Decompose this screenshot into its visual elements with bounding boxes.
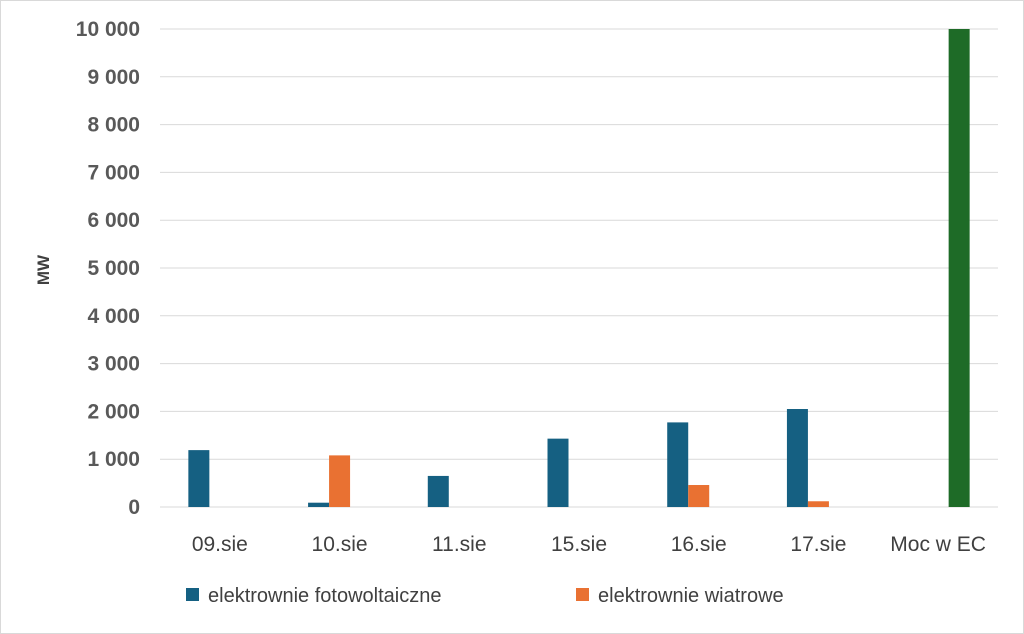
bar-2-5 xyxy=(807,501,829,507)
x-tick-label: 11.sie xyxy=(432,533,486,556)
x-tick-label: Moc w EC xyxy=(890,533,986,556)
bar-1-0 xyxy=(188,450,210,507)
legend-swatch xyxy=(186,588,199,601)
y-tick-label: 5 000 xyxy=(87,257,140,280)
bar-1-3 xyxy=(547,438,569,507)
bar-3-6 xyxy=(948,29,970,507)
legend-label: elektrownie wiatrowe xyxy=(598,585,784,607)
x-tick-label: 10.sie xyxy=(312,533,368,556)
x-tick-label: 16.sie xyxy=(671,533,727,556)
x-tick-label: 15.sie xyxy=(551,533,607,556)
y-tick-label: 6 000 xyxy=(87,209,140,232)
y-tick-label: 2 000 xyxy=(87,400,140,423)
y-axis-label: MW xyxy=(34,254,53,285)
legend-label: elektrownie fotowoltaiczne xyxy=(208,585,441,607)
y-tick-label: 4 000 xyxy=(87,305,140,328)
x-tick-label: 09.sie xyxy=(192,533,248,556)
x-tick-label: 17.sie xyxy=(790,533,846,556)
bar-1-1 xyxy=(308,502,330,507)
bar-2-1 xyxy=(329,455,351,507)
y-tick-label: 3 000 xyxy=(87,353,140,376)
y-tick-label: 10 000 xyxy=(76,18,140,41)
bar-2-4 xyxy=(688,485,710,507)
y-tick-label: 9 000 xyxy=(87,66,140,89)
y-tick-label: 8 000 xyxy=(87,114,140,137)
y-tick-label: 7 000 xyxy=(87,161,140,184)
bar-1-5 xyxy=(786,409,808,507)
bar-1-2 xyxy=(427,475,449,507)
y-tick-label: 1 000 xyxy=(87,448,140,471)
y-tick-label: 0 xyxy=(128,496,140,519)
legend-swatch xyxy=(576,588,589,601)
bar-1-4 xyxy=(667,422,689,507)
